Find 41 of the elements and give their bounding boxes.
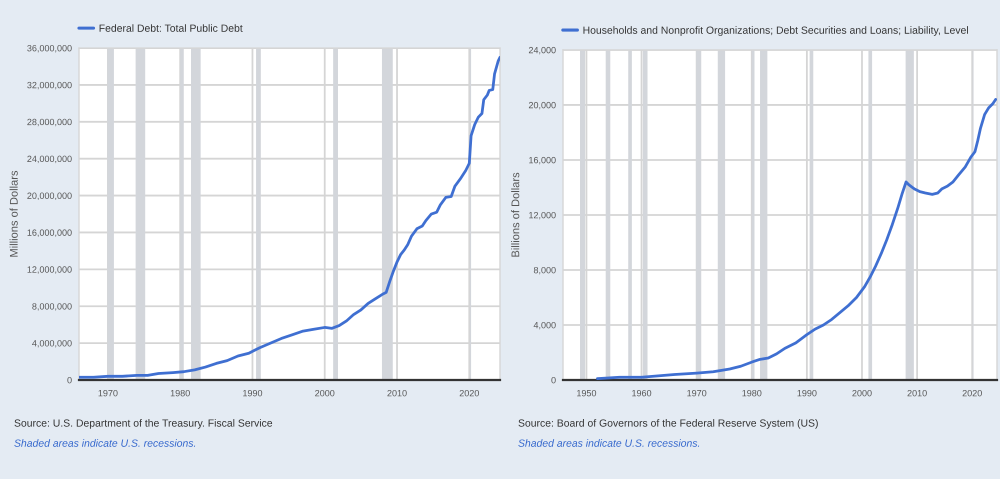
- y-tick-label: 12,000: [529, 212, 556, 220]
- line-series: [79, 56, 500, 379]
- y-tick-label: 8,000: [534, 266, 556, 274]
- y-tick-label: 24,000: [528, 46, 556, 54]
- y-tick-label: 24,000,000: [27, 156, 72, 164]
- legend-label: Federal Debt: Total Public Debt: [100, 24, 243, 32]
- y-tick-label: 0: [551, 376, 556, 384]
- legend-label: Households and Nonprofit Organizations; Debt Securities and Loans; Liability, Level: [583, 26, 968, 36]
- y-axis-title: Billions of Dollars: [511, 172, 520, 257]
- y-tick-label: 28,000,000: [27, 118, 72, 126]
- x-tick-label: 1970: [687, 390, 706, 396]
- x-tick-label: 2000: [852, 390, 872, 396]
- x-tick-label: 1990: [798, 390, 817, 396]
- y-tick-label: 0: [67, 376, 72, 384]
- y-tick-label: 4,000,000: [32, 340, 72, 348]
- x-tick-label: 2000: [315, 390, 334, 396]
- x-tick-label: 1980: [170, 390, 190, 396]
- x-tick-label: 1950: [577, 390, 596, 396]
- y-tick-label: 20,000,000: [27, 192, 72, 200]
- x-tick-label: 2020: [962, 390, 982, 396]
- x-tick-label: 2020: [460, 390, 479, 396]
- x-tick-label: 1960: [632, 390, 652, 396]
- source-note: Source: U.S. Department of the Treasury. Fiscal Service: [14, 419, 272, 429]
- y-tick-label: 20,000: [528, 102, 556, 110]
- x-tick-label: 2010: [387, 390, 407, 396]
- y-tick-label: 16,000,000: [28, 229, 72, 237]
- y-tick-label: 4,000: [534, 322, 556, 330]
- y-tick-label: 32,000,000: [27, 82, 72, 90]
- text: Shaded areas indicate U.S. recessions.: [518, 439, 700, 447]
- y-tick-label: 12,000,000: [28, 266, 72, 274]
- x-tick-label: 1970: [98, 390, 118, 396]
- x-tick-label: 1980: [742, 390, 762, 396]
- y-tick-label: 8,000,000: [32, 303, 72, 311]
- source-note: Source: Board of Governors of the Federal Reserve System (US): [518, 419, 818, 429]
- y-tick-label: 36,000,000: [27, 45, 72, 52]
- y-tick-label: 16,000: [529, 156, 556, 164]
- y-axis-title: Millions of Dollars: [10, 170, 18, 257]
- line-series: [596, 98, 997, 380]
- x-tick-label: 1990: [243, 390, 262, 396]
- x-tick-label: 2010: [908, 390, 927, 396]
- text: Shaded areas indicate U.S. recessions.: [14, 439, 196, 447]
